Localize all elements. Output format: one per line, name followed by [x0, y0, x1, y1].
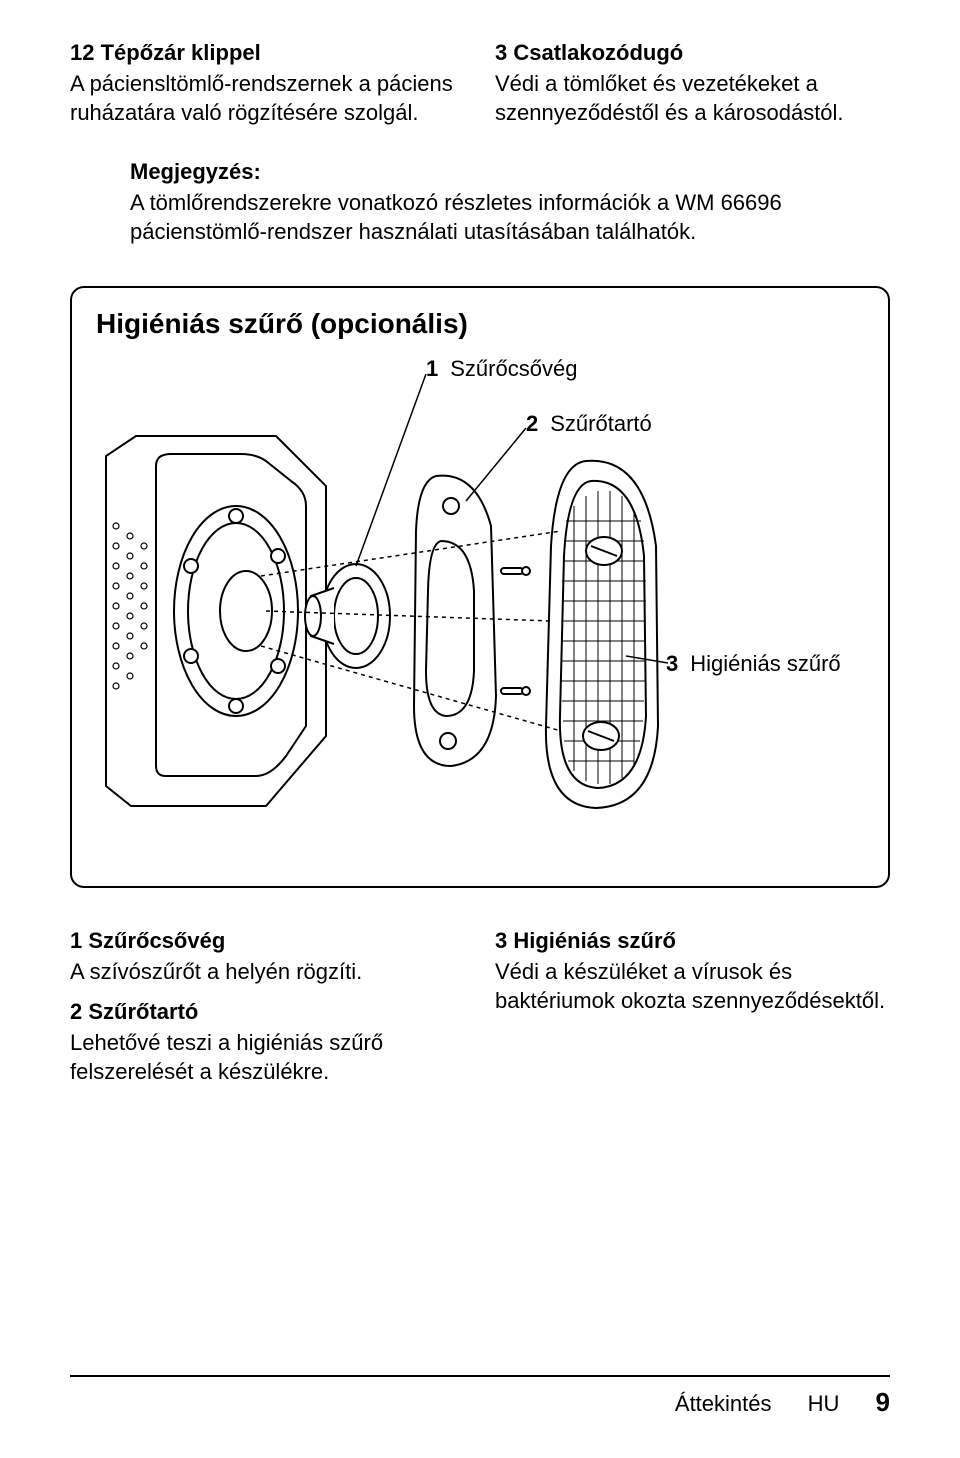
bottom-definitions: 1 Szűrőcsővég A szívószűrőt a helyén rög… [70, 928, 890, 1086]
bottom-left: 1 Szűrőcsővég A szívószűrőt a helyén rög… [70, 928, 465, 1086]
b2-body: Lehetővé teszi a higiéniás szűrő felszer… [70, 1029, 465, 1086]
top-definitions: 12 Tépőzár klippel A páciensltömlő-rends… [70, 40, 890, 127]
note-block: Megjegyzés: A tömlőrendszerekre vonatkoz… [130, 159, 890, 246]
item-3-title: 3 Csatlakozódugó [495, 40, 890, 66]
note-title: Megjegyzés: [130, 159, 890, 185]
footer-section: Áttekintés [675, 1391, 772, 1416]
figure-box: Higiéniás szűrő (opcionális) 1Szűrőcsővé… [70, 286, 890, 888]
b2-title: 2 Szűrőtartó [70, 999, 465, 1025]
b1-body: A szívószűrőt a helyén rögzíti. [70, 958, 465, 987]
diagram-svg [96, 356, 866, 856]
b1-title: 1 Szűrőcsővég [70, 928, 465, 954]
footer-lang: HU [808, 1391, 840, 1416]
item-12-body: A páciensltömlő-rendszernek a páciens ru… [70, 70, 465, 127]
top-left: 12 Tépőzár klippel A páciensltömlő-rends… [70, 40, 465, 127]
footer-page: 9 [876, 1387, 890, 1417]
b3-body: Védi a készüléket a vírusok és baktérium… [495, 958, 890, 1015]
bottom-right: 3 Higiéniás szűrő Védi a készüléket a ví… [495, 928, 890, 1086]
item-3-body: Védi a tömlőket és vezetékeket a szennye… [495, 70, 890, 127]
b3-title: 3 Higiéniás szűrő [495, 928, 890, 954]
figure-title: Higiéniás szűrő (opcionális) [96, 308, 864, 340]
top-right: 3 Csatlakozódugó Védi a tömlőket és veze… [495, 40, 890, 127]
note-body: A tömlőrendszerekre vonatkozó részletes … [130, 189, 890, 246]
page-footer: Áttekintés HU 9 [70, 1375, 890, 1418]
diagram-wrap: 1Szűrőcsővég 2Szűrőtartó 3Higiéniás szűr… [96, 356, 864, 856]
item-12-title: 12 Tépőzár klippel [70, 40, 465, 66]
